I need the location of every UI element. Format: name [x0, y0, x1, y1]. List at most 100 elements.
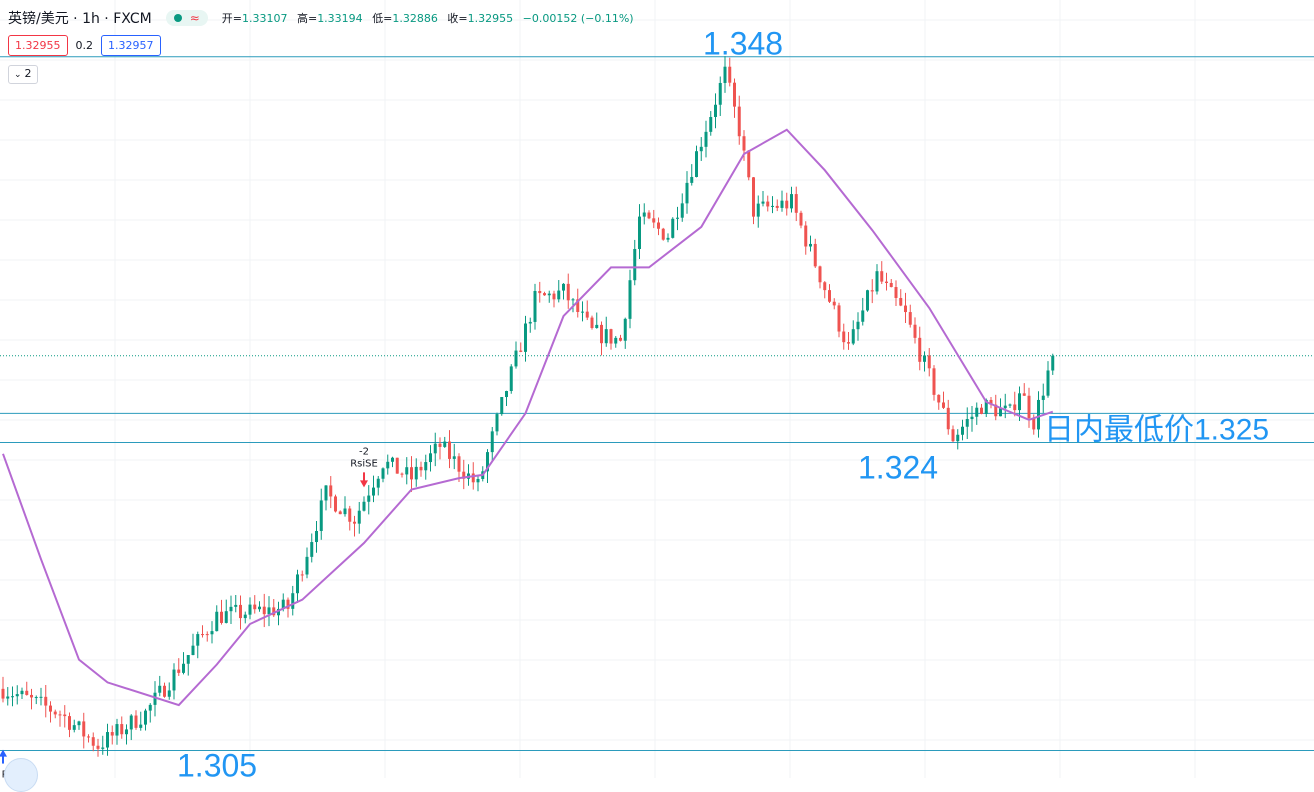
candle-body	[1046, 370, 1050, 396]
indicator-count: 2	[24, 67, 32, 80]
candle-body	[205, 634, 209, 636]
market-status-badge[interactable]: ≈	[165, 10, 208, 26]
candle-body	[875, 271, 879, 292]
candle-body	[224, 611, 228, 623]
candle-body	[718, 82, 722, 105]
candle-body	[804, 225, 808, 247]
candle-body	[528, 321, 532, 324]
candle-body	[433, 443, 437, 454]
moving-average-line	[2, 128, 1054, 707]
candle-body	[253, 604, 257, 610]
candle-body	[505, 390, 508, 398]
candle-body	[258, 606, 261, 610]
candle-body	[1, 688, 5, 699]
buy-price-button[interactable]: 1.32957	[101, 35, 161, 56]
candle-body	[414, 466, 418, 480]
candle-body	[381, 468, 385, 479]
candle-body	[11, 696, 14, 698]
candle-body	[30, 694, 33, 698]
sell-price-button[interactable]: 1.32955	[8, 35, 68, 56]
candle-body	[856, 321, 860, 330]
candle-body	[761, 201, 765, 204]
candle-body	[733, 82, 736, 107]
candle-body	[281, 599, 285, 609]
candle-body	[15, 694, 19, 697]
candle-body	[685, 182, 689, 204]
low-label: 低=	[372, 12, 393, 25]
candle-body	[752, 177, 755, 217]
candle-body	[239, 604, 242, 619]
candle-body	[904, 305, 907, 313]
candle-body	[842, 331, 846, 343]
high-value: 1.33194	[317, 12, 363, 25]
candle-body	[690, 176, 694, 183]
candle-body	[851, 329, 855, 344]
candle-body	[376, 478, 380, 488]
candle-body	[106, 732, 109, 748]
candle-body	[723, 66, 727, 83]
candle-body	[39, 696, 43, 698]
candle-body	[305, 556, 309, 575]
candle-body	[248, 604, 252, 615]
tradingview-logo-icon[interactable]	[4, 758, 38, 792]
candle-body	[695, 151, 698, 177]
candle-body	[72, 725, 76, 730]
quote-row: 1.32955 0.2 1.32957	[8, 35, 161, 56]
candle-body	[44, 696, 48, 706]
candle-body	[419, 466, 423, 471]
candle-body	[125, 729, 128, 735]
long-arrow-icon	[0, 749, 7, 757]
candle-body	[780, 200, 784, 208]
candle-body	[319, 500, 323, 531]
candle-body	[989, 399, 993, 405]
candle-body	[429, 453, 432, 463]
wave-icon: ≈	[189, 11, 200, 25]
candle-body	[880, 271, 884, 282]
candle-body	[20, 690, 24, 695]
candle-body	[201, 634, 204, 636]
candle-body	[894, 287, 898, 298]
candle-body	[509, 366, 513, 391]
candle-body	[581, 311, 584, 313]
candle-body	[291, 593, 295, 609]
candle-body	[300, 574, 304, 576]
candle-body	[324, 485, 328, 501]
candle-body	[1013, 404, 1017, 411]
candle-body	[942, 402, 945, 408]
candle-body	[215, 611, 219, 632]
candle-body	[657, 222, 660, 229]
candle-body	[927, 355, 931, 369]
candle-body	[486, 452, 489, 472]
indicator-collapse-button[interactable]: ⌄ 2	[8, 65, 38, 84]
level-label: 1.324	[858, 449, 938, 485]
spread-value: 0.2	[75, 39, 94, 52]
candle-body	[286, 599, 290, 609]
candle-body	[172, 669, 176, 691]
candle-body	[652, 218, 656, 223]
candle-body	[533, 291, 537, 322]
level-label: 1.348	[703, 26, 783, 62]
candle-body	[462, 471, 466, 479]
candle-body	[277, 608, 280, 616]
candle-body	[243, 614, 247, 619]
candle-body	[391, 457, 394, 462]
candle-body	[144, 710, 147, 725]
candle-body	[794, 194, 798, 213]
candle-body	[1008, 404, 1012, 406]
candle-body	[642, 212, 646, 217]
candle-body	[182, 663, 185, 673]
candle-body	[566, 283, 570, 301]
candle-body	[82, 721, 86, 737]
candle-body	[785, 200, 789, 209]
candle-body	[771, 205, 774, 207]
candle-body	[196, 634, 200, 646]
candle-body	[961, 426, 964, 435]
symbol-title[interactable]: 英镑/美元 · 1h · FXCM	[8, 11, 152, 27]
candle-body	[994, 404, 998, 417]
candle-body	[120, 724, 124, 735]
candle-body	[500, 397, 504, 415]
candle-body	[115, 724, 119, 736]
low-value: 1.32886	[392, 12, 438, 25]
